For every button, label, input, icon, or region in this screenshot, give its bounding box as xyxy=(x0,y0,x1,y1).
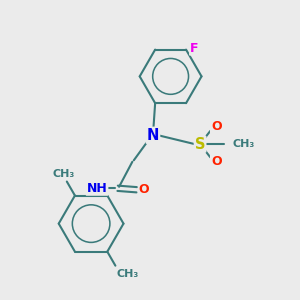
Text: S: S xyxy=(195,136,205,152)
Text: CH₃: CH₃ xyxy=(53,169,75,178)
Text: CH₃: CH₃ xyxy=(232,139,255,149)
Text: N: N xyxy=(147,128,159,143)
Text: O: O xyxy=(211,155,222,168)
Text: O: O xyxy=(139,183,149,196)
Text: CH₃: CH₃ xyxy=(117,268,139,279)
Text: F: F xyxy=(190,42,199,55)
Text: O: O xyxy=(211,120,222,133)
Text: NH: NH xyxy=(87,182,107,195)
